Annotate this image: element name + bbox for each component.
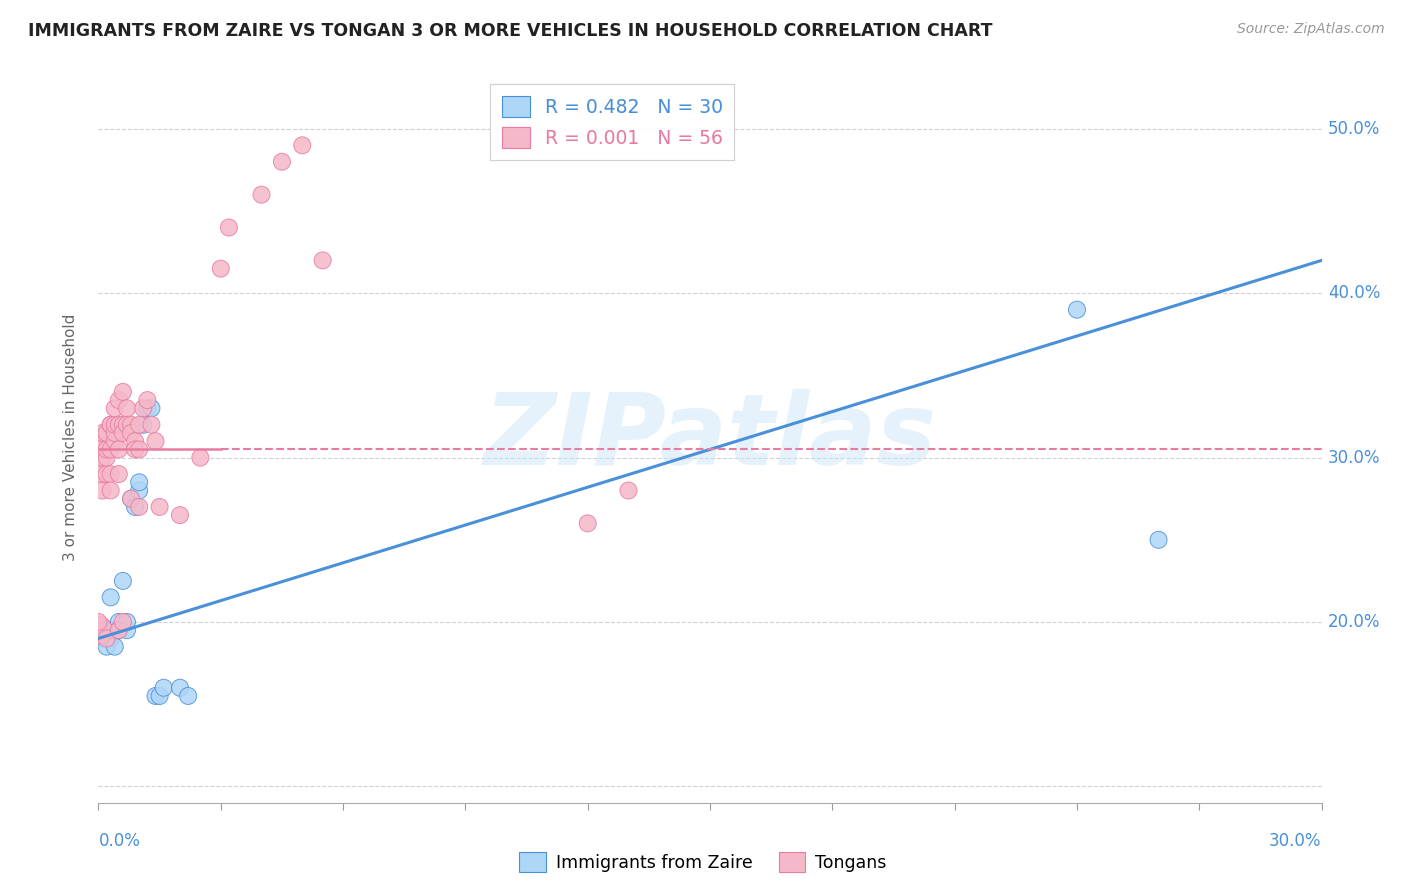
Point (128, 442, 150, 457)
Y-axis label: 3 or more Vehicles in Household: 3 or more Vehicles in Household (63, 313, 77, 561)
Point (100, 467, 122, 481)
Point (128, 417, 150, 432)
Text: 0.0%: 0.0% (98, 832, 141, 850)
Point (91, 632, 114, 646)
Point (250, 187, 273, 202)
Point (104, 401, 127, 416)
Point (149, 500, 172, 514)
Point (104, 640, 127, 654)
Point (91, 483, 114, 498)
Point (115, 624, 138, 638)
Point (91, 434, 114, 449)
Point (132, 417, 155, 432)
Point (91, 425, 114, 440)
Point (120, 417, 142, 432)
Point (111, 574, 134, 588)
Point (108, 624, 131, 638)
Point (141, 417, 163, 432)
Point (100, 624, 122, 638)
Point (120, 425, 142, 440)
Point (104, 434, 127, 449)
Point (100, 417, 122, 432)
Point (104, 425, 127, 440)
Point (96, 467, 118, 481)
Point (136, 401, 159, 416)
Point (100, 591, 122, 605)
Point (100, 483, 122, 498)
Point (108, 393, 131, 408)
Point (96, 632, 118, 646)
Point (177, 689, 200, 703)
Text: 20.0%: 20.0% (1327, 613, 1381, 631)
Point (145, 689, 167, 703)
Point (132, 401, 155, 416)
Point (576, 516, 599, 531)
Text: 30.0%: 30.0% (1327, 449, 1381, 467)
Point (111, 384, 134, 399)
Text: ZIPatlas: ZIPatlas (484, 389, 936, 485)
Point (128, 475, 150, 490)
Point (96, 442, 118, 457)
Point (108, 624, 131, 638)
Legend: Immigrants from Zaire, Tongans: Immigrants from Zaire, Tongans (513, 845, 893, 879)
Text: 40.0%: 40.0% (1327, 285, 1381, 302)
Point (104, 417, 127, 432)
Point (124, 434, 146, 449)
Point (1066, 302, 1088, 317)
Point (87, 624, 110, 638)
Point (115, 417, 138, 432)
Point (291, 138, 314, 153)
Point (218, 220, 240, 235)
Point (128, 500, 150, 514)
Point (104, 624, 127, 638)
Point (108, 417, 131, 432)
Point (141, 401, 163, 416)
Point (115, 401, 138, 416)
Point (312, 253, 335, 268)
Point (169, 681, 191, 695)
Point (87, 624, 110, 638)
Point (91, 624, 114, 638)
Point (188, 450, 212, 465)
Point (91, 467, 114, 481)
Point (1147, 533, 1170, 547)
Legend: R = 0.482   N = 30, R = 0.001   N = 56: R = 0.482 N = 30, R = 0.001 N = 56 (491, 85, 734, 160)
Point (108, 467, 131, 481)
Point (149, 689, 172, 703)
Point (145, 434, 167, 449)
Point (91, 450, 114, 465)
Point (96, 640, 118, 654)
Text: 50.0%: 50.0% (1327, 120, 1381, 138)
Point (120, 491, 142, 506)
Point (108, 624, 131, 638)
Point (136, 393, 159, 408)
Point (96, 450, 118, 465)
Point (111, 425, 134, 440)
Point (100, 632, 122, 646)
Point (124, 442, 146, 457)
Point (96, 425, 118, 440)
Text: 30.0%: 30.0% (1270, 832, 1322, 850)
Point (91, 442, 114, 457)
Point (87, 615, 110, 629)
Point (100, 417, 122, 432)
Point (111, 615, 134, 629)
Point (270, 154, 294, 169)
Point (209, 261, 232, 276)
Point (108, 615, 131, 629)
Text: IMMIGRANTS FROM ZAIRE VS TONGAN 3 OR MORE VEHICLES IN HOUSEHOLD CORRELATION CHAR: IMMIGRANTS FROM ZAIRE VS TONGAN 3 OR MOR… (28, 22, 993, 40)
Text: Source: ZipAtlas.com: Source: ZipAtlas.com (1237, 22, 1385, 37)
Point (115, 615, 138, 629)
Point (152, 681, 174, 695)
Point (169, 508, 191, 523)
Point (128, 483, 150, 498)
Point (108, 442, 131, 457)
Point (120, 491, 142, 506)
Point (96, 624, 118, 638)
Point (111, 417, 134, 432)
Point (100, 442, 122, 457)
Point (124, 500, 146, 514)
Point (617, 483, 640, 498)
